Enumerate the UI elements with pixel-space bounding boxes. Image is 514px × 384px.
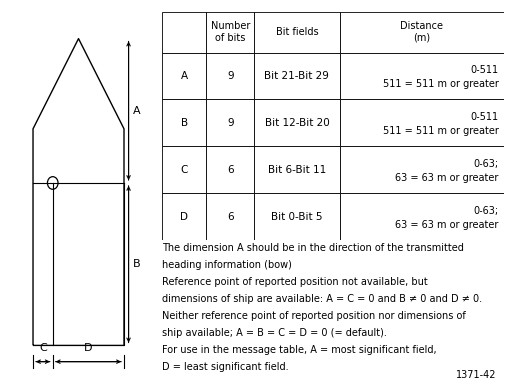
Bar bbox=[340, 146, 504, 193]
Bar bbox=[206, 53, 254, 99]
Text: A: A bbox=[133, 106, 141, 116]
Text: For use in the message table, A = most significant field,: For use in the message table, A = most s… bbox=[162, 345, 436, 355]
Text: 0-511: 0-511 bbox=[470, 112, 499, 122]
Bar bbox=[206, 146, 254, 193]
Bar bbox=[340, 12, 504, 53]
Bar bbox=[340, 193, 504, 240]
Bar bbox=[162, 146, 206, 193]
Text: D: D bbox=[84, 343, 93, 353]
Text: Neither reference point of reported position nor dimensions of: Neither reference point of reported posi… bbox=[162, 311, 466, 321]
Text: D: D bbox=[180, 212, 188, 222]
Text: 1371-42: 1371-42 bbox=[456, 370, 497, 380]
Text: Bit 0-Bit 5: Bit 0-Bit 5 bbox=[271, 212, 323, 222]
Bar bbox=[162, 193, 206, 240]
Text: 9: 9 bbox=[227, 71, 233, 81]
Text: 511 = 511 m or greater: 511 = 511 m or greater bbox=[383, 126, 499, 136]
Text: B: B bbox=[180, 118, 188, 128]
Text: 511 = 511 m or greater: 511 = 511 m or greater bbox=[383, 79, 499, 89]
Text: Bit 12-Bit 20: Bit 12-Bit 20 bbox=[265, 118, 329, 128]
Text: dimensions of ship are available: A = C = 0 and B ≠ 0 and D ≠ 0.: dimensions of ship are available: A = C … bbox=[162, 294, 482, 304]
Text: ship available; A = B = C = D = 0 (= default).: ship available; A = B = C = D = 0 (= def… bbox=[162, 328, 387, 338]
Bar bbox=[254, 193, 340, 240]
Text: Bit 6-Bit 11: Bit 6-Bit 11 bbox=[268, 165, 326, 175]
Bar bbox=[254, 99, 340, 146]
Text: 63 = 63 m or greater: 63 = 63 m or greater bbox=[395, 173, 499, 183]
Bar bbox=[162, 99, 206, 146]
Text: 0-63;: 0-63; bbox=[473, 159, 499, 169]
Text: 6: 6 bbox=[227, 212, 233, 222]
Bar bbox=[162, 12, 206, 53]
Text: C: C bbox=[39, 343, 47, 353]
Text: Bit 21-Bit 29: Bit 21-Bit 29 bbox=[265, 71, 329, 81]
Text: The dimension A should be in the direction of the transmitted: The dimension A should be in the directi… bbox=[162, 243, 464, 253]
Text: D = least significant field.: D = least significant field. bbox=[162, 362, 288, 372]
Bar bbox=[340, 99, 504, 146]
Text: 0-63;: 0-63; bbox=[473, 206, 499, 216]
Bar bbox=[254, 12, 340, 53]
Text: 6: 6 bbox=[227, 165, 233, 175]
Text: 63 = 63 m or greater: 63 = 63 m or greater bbox=[395, 220, 499, 230]
Text: Number
of bits: Number of bits bbox=[211, 21, 250, 43]
Text: 9: 9 bbox=[227, 118, 233, 128]
Text: A: A bbox=[180, 71, 188, 81]
Text: C: C bbox=[180, 165, 188, 175]
Text: B: B bbox=[133, 259, 141, 269]
Bar bbox=[340, 53, 504, 99]
Bar bbox=[162, 53, 206, 99]
Bar bbox=[254, 53, 340, 99]
Bar bbox=[254, 146, 340, 193]
Text: Bit fields: Bit fields bbox=[276, 27, 318, 37]
Text: Distance
(m): Distance (m) bbox=[400, 21, 443, 43]
Text: Reference point of reported position not available, but: Reference point of reported position not… bbox=[162, 277, 428, 287]
Text: heading information (bow): heading information (bow) bbox=[162, 260, 292, 270]
Bar bbox=[206, 12, 254, 53]
Bar bbox=[206, 99, 254, 146]
Text: 0-511: 0-511 bbox=[470, 65, 499, 75]
Bar bbox=[206, 193, 254, 240]
